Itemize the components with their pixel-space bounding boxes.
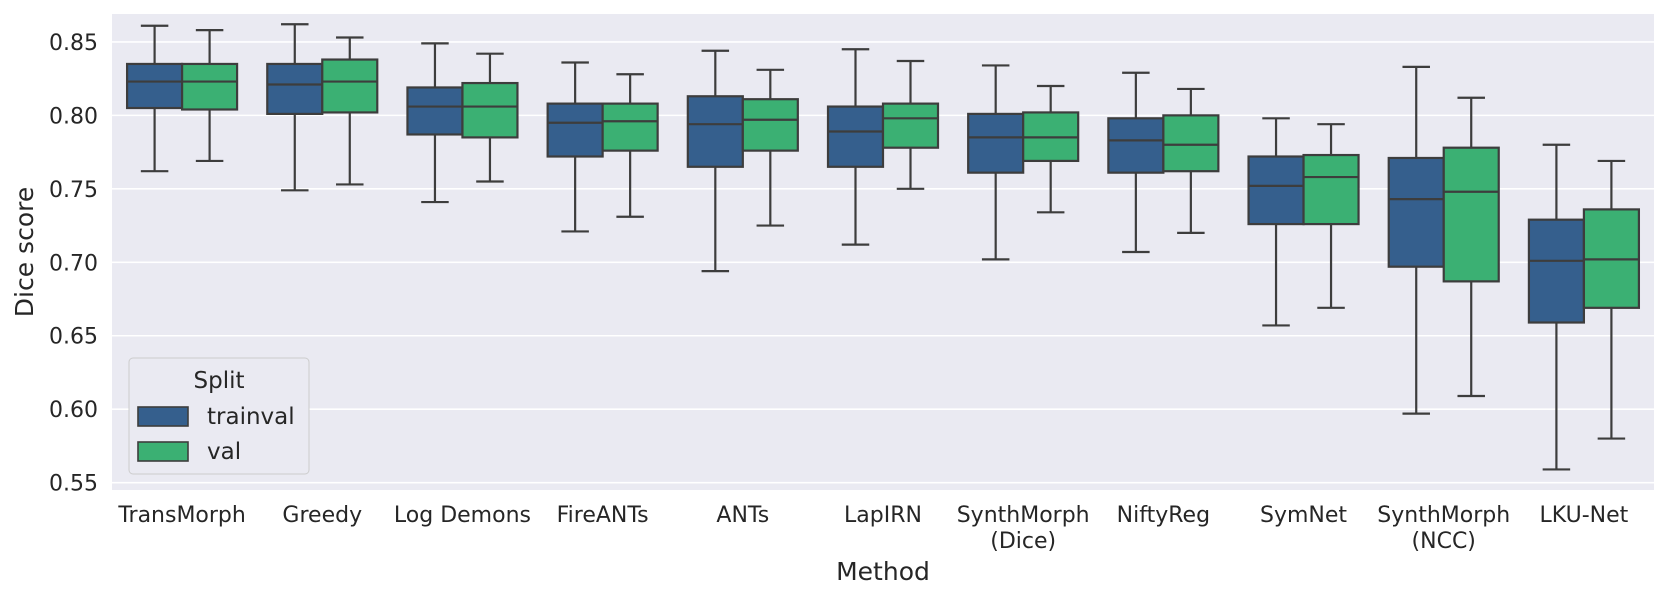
box-val <box>461 52 519 183</box>
box-val <box>1022 84 1080 214</box>
iqr-box <box>881 102 940 149</box>
x-tick-label: SynthMorph <box>1377 503 1510 528</box>
iqr-box <box>321 58 379 114</box>
box-val <box>1162 87 1220 235</box>
y-tick-label: 0.80 <box>49 104 98 129</box>
iqr-box <box>546 102 604 158</box>
iqr-box <box>1387 156 1445 268</box>
iqr-box <box>266 62 324 116</box>
box-val <box>180 29 239 163</box>
box-trainval <box>406 42 464 204</box>
box-val <box>881 59 940 190</box>
y-tick-label: 0.65 <box>49 325 98 350</box>
x-tick-label: Log Demons <box>394 503 531 528</box>
y-axis-ticks: 0.55 0.60 0.65 0.70 0.75 0.80 0.85 <box>49 31 98 497</box>
iqr-box <box>1247 155 1305 226</box>
box-val <box>741 68 799 227</box>
box-val <box>1582 159 1641 440</box>
iqr-box <box>1107 117 1165 174</box>
box-trainval <box>266 23 324 192</box>
x-tick-label: ANTs <box>716 503 769 528</box>
x-axis-title: Method <box>836 557 930 586</box>
legend-label-trainval: trainval <box>207 404 295 430</box>
x-tick-label: Greedy <box>282 503 362 528</box>
iqr-box <box>180 62 239 111</box>
box-trainval <box>1387 65 1445 415</box>
box-val <box>1442 96 1500 398</box>
iqr-box <box>461 81 519 139</box>
legend-swatch-trainval <box>137 406 189 427</box>
box-series <box>125 23 1641 471</box>
iqr-box <box>826 105 885 168</box>
legend-title: Split <box>194 368 245 394</box>
x-tick-label: TransMorph <box>117 503 246 528</box>
x-tick-label: LapIRN <box>844 503 922 528</box>
box-val <box>321 36 379 186</box>
box-trainval <box>546 61 604 233</box>
x-tick-label: FireANTs <box>557 503 649 528</box>
x-axis-ticks: TransMorph Greedy Log Demons FireANTs ANTs La… <box>117 503 1628 554</box>
iqr-box <box>406 86 464 136</box>
box-trainval <box>1107 71 1165 254</box>
iqr-box <box>741 98 799 152</box>
iqr-box <box>967 112 1025 174</box>
iqr-box <box>125 62 184 110</box>
box-trainval <box>686 49 744 273</box>
x-tick-label: (Dice) <box>990 529 1056 554</box>
legend: Split trainval val <box>128 357 310 475</box>
iqr-box <box>686 95 744 168</box>
y-tick-label: 0.60 <box>49 398 98 423</box>
x-tick-label: NiftyReg <box>1117 503 1210 528</box>
box-val <box>1302 123 1360 309</box>
y-tick-label: 0.85 <box>49 31 98 56</box>
y-axis-title: Dice score <box>10 187 39 317</box>
iqr-box <box>1302 153 1360 226</box>
y-tick-label: 0.55 <box>49 472 98 497</box>
x-tick-label: (NCC) <box>1412 529 1476 554</box>
y-tick-label: 0.75 <box>49 178 98 203</box>
y-tick-label: 0.70 <box>49 251 98 276</box>
x-tick-label: SynthMorph <box>957 503 1090 528</box>
iqr-box <box>1527 218 1586 324</box>
x-tick-label: LKU-Net <box>1540 503 1629 528</box>
box-val <box>601 73 659 218</box>
box-trainval <box>1247 117 1305 327</box>
iqr-box <box>601 102 659 152</box>
box-trainval <box>967 64 1025 261</box>
x-tick-label: SymNet <box>1260 503 1347 528</box>
legend-label-val: val <box>207 439 241 465</box>
legend-swatch-val <box>137 441 189 462</box>
iqr-box <box>1162 114 1220 173</box>
iqr-box <box>1442 146 1500 283</box>
